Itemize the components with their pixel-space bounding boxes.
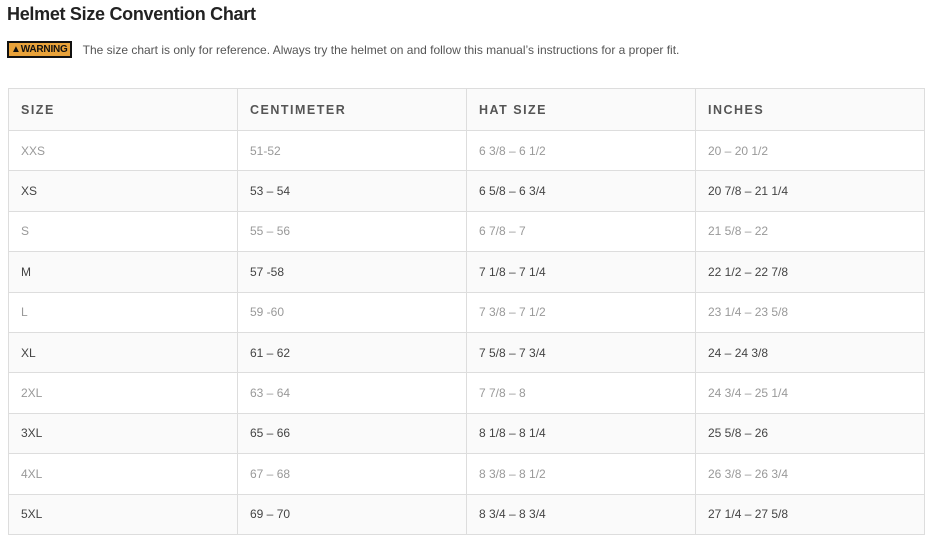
column-header: HAT SIZE [466,88,696,131]
table-cell: 6 3/8 – 6 1/2 [466,129,696,172]
table-cell: 51-52 [237,129,467,172]
table-cell: 25 5/8 – 26 [695,412,925,455]
size-chart-table: SIZE CENTIMETER HAT SIZE INCHES XXS 51-52 6 3… [8,88,925,535]
table-cell: 20 7/8 – 21 1/4 [695,170,925,212]
table-cell: 67 – 68 [237,453,467,495]
table-row: S 55 – 56 6 7/8 – 7 21 5/8 – 22 [8,210,925,253]
table-row: M 57 -58 7 1/8 – 7 1/4 22 1/2 – 22 7/8 [8,251,925,293]
table-cell: 65 – 66 [237,412,467,455]
warning-badge-label: WARNING [20,44,68,55]
table-cell: 6 5/8 – 6 3/4 [466,170,696,212]
table-cell: 6 7/8 – 7 [466,210,696,253]
column-header: SIZE [8,88,238,131]
table-row: XS 53 – 54 6 5/8 – 6 3/4 20 7/8 – 21 1/4 [8,170,925,212]
table-cell: 24 3/4 – 25 1/4 [695,372,925,414]
table-cell: 69 – 70 [237,493,467,535]
table-cell: 8 1/8 – 8 1/4 [466,412,696,455]
table-cell: 27 1/4 – 27 5/8 [695,493,925,535]
table-cell: 61 – 62 [237,331,467,374]
table-row: XL 61 – 62 7 5/8 – 7 3/4 24 – 24 3/8 [8,331,925,374]
table-cell: 7 7/8 – 8 [466,372,696,414]
table-row: L 59 -60 7 3/8 – 7 1/2 23 1/4 – 23 5/8 [8,291,925,333]
table-cell: 63 – 64 [237,372,467,414]
table-row: 3XL 65 – 66 8 1/8 – 8 1/4 25 5/8 – 26 [8,412,925,455]
table-header-row: SIZE CENTIMETER HAT SIZE INCHES [8,88,925,131]
table-cell: 8 3/8 – 8 1/2 [466,453,696,495]
table-row: 4XL 67 – 68 8 3/8 – 8 1/2 26 3/8 – 26 3/4 [8,453,925,495]
table-cell: M [8,251,238,293]
table-cell: 55 – 56 [237,210,467,253]
table-row: XXS 51-52 6 3/8 – 6 1/2 20 – 20 1/2 [8,129,925,172]
table-cell: XL [8,331,238,374]
table-row: 5XL 69 – 70 8 3/4 – 8 3/4 27 1/4 – 27 5/8 [8,493,925,535]
table-cell: 23 1/4 – 23 5/8 [695,291,925,333]
table-cell: 24 – 24 3/8 [695,331,925,374]
warning-badge: ▲WARNING [7,41,72,58]
table-cell: 21 5/8 – 22 [695,210,925,253]
table-cell: 20 – 20 1/2 [695,129,925,172]
warning-triangle-icon: ▲ [11,44,21,55]
table-cell: 26 3/8 – 26 3/4 [695,453,925,495]
column-header: INCHES [695,88,925,131]
table-cell: XXS [8,129,238,172]
warning-notice: ▲WARNING The size chart is only for refe… [7,41,679,58]
table-cell: 59 -60 [237,291,467,333]
table-cell: 8 3/4 – 8 3/4 [466,493,696,535]
table-row: 2XL 63 – 64 7 7/8 – 8 24 3/4 – 25 1/4 [8,372,925,414]
table-cell: 7 3/8 – 7 1/2 [466,291,696,333]
table-cell: 2XL [8,372,238,414]
table-cell: 7 5/8 – 7 3/4 [466,331,696,374]
table-cell: 57 -58 [237,251,467,293]
table-cell: 5XL [8,493,238,535]
table-cell: 4XL [8,453,238,495]
table-cell: S [8,210,238,253]
table-cell: 3XL [8,412,238,455]
column-header: CENTIMETER [237,88,467,131]
table-cell: 22 1/2 – 22 7/8 [695,251,925,293]
page-title: Helmet Size Convention Chart [7,4,256,24]
table-cell: XS [8,170,238,212]
table-cell: 53 – 54 [237,170,467,212]
table-cell: L [8,291,238,333]
table-cell: 7 1/8 – 7 1/4 [466,251,696,293]
warning-text: The size chart is only for reference. Al… [82,42,680,57]
